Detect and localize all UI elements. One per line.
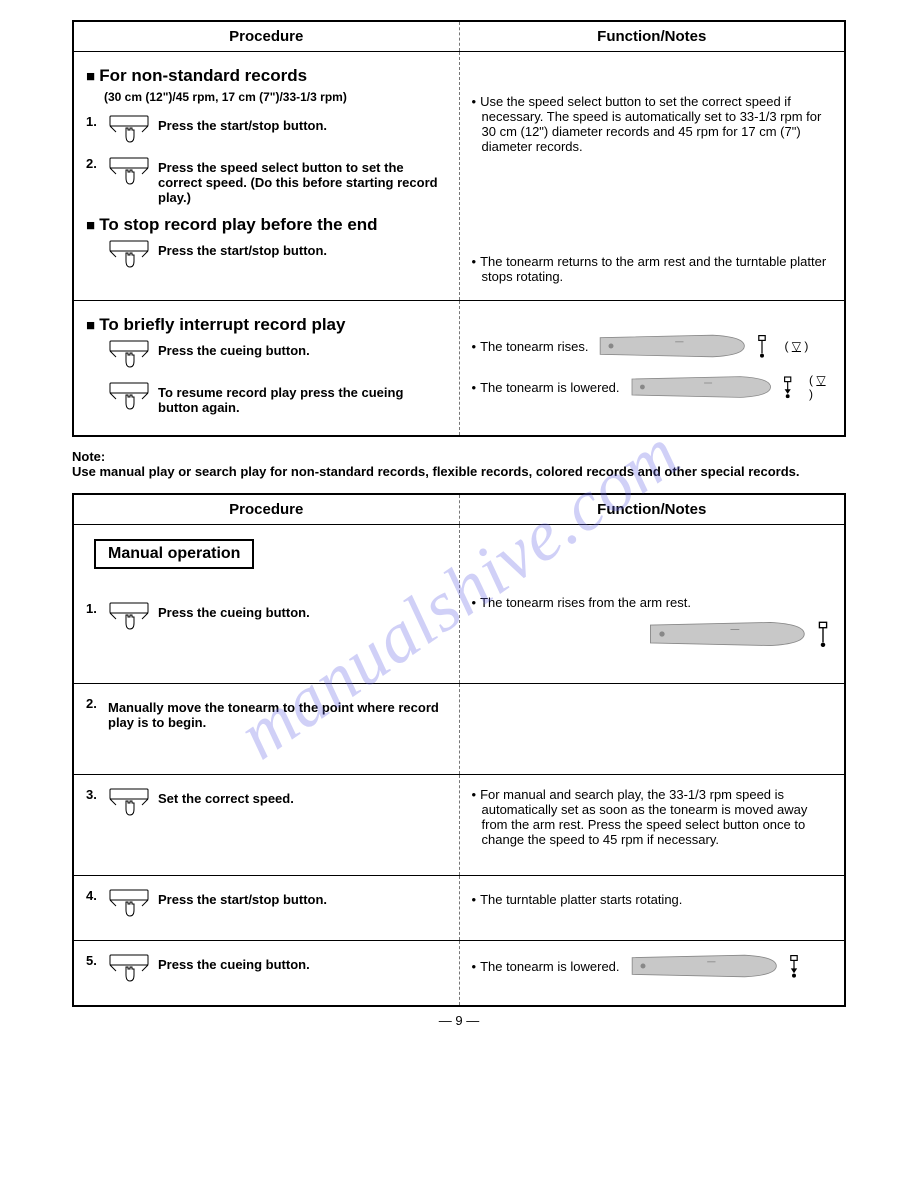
step-text: Press the start/stop button.: [158, 888, 447, 907]
press-button-icon: [108, 888, 150, 920]
func-cell: The tonearm is lowered.: [459, 941, 845, 1005]
proc-cell: Manual operation 1. Press the cueing but…: [74, 525, 459, 683]
step-number: 5.: [86, 953, 100, 968]
cue-up-icon: [814, 620, 832, 648]
step-number: 3.: [86, 787, 100, 802]
manual-page: Procedure Function/Notes For non-standar…: [0, 0, 918, 1058]
step-text: Press the cueing button.: [158, 601, 447, 620]
press-button-icon: [108, 381, 150, 413]
press-button-icon: [108, 156, 150, 188]
page-number: — 9 —: [72, 1013, 846, 1028]
cue-down-icon: [786, 953, 802, 979]
col-header-procedure: Procedure: [74, 495, 459, 524]
note-text: Use manual play or search play for non-s…: [72, 464, 800, 479]
procedure-table-1: Procedure Function/Notes For non-standar…: [72, 20, 846, 437]
note-label: Note:: [72, 449, 105, 464]
func-cell: The tonearm rises. ( ▽ ) The tonearm is …: [459, 301, 845, 435]
step-number: 1.: [86, 114, 100, 129]
section-subtitle: (30 cm (12")/45 rpm, 17 cm (7")/33-1/3 r…: [104, 90, 447, 104]
step-text: Manually move the tonearm to the point w…: [108, 696, 447, 730]
step-text: Set the correct speed.: [158, 787, 447, 806]
proc-cell: 3. Set the correct speed.: [74, 775, 459, 875]
step-text: Press the speed select button to set the…: [158, 156, 447, 205]
proc-cell: For non-standard records (30 cm (12")/45…: [74, 52, 459, 300]
function-note: The tonearm rises from the arm rest.: [472, 595, 833, 610]
function-note: The tonearm is lowered.: [472, 959, 620, 974]
tonearm-icon: [628, 953, 778, 979]
step-number: 2.: [86, 156, 100, 171]
function-note: The tonearm is lowered.: [472, 380, 620, 395]
cue-symbol: ( ▽ ): [784, 339, 808, 353]
tonearm-icon: [628, 374, 772, 400]
press-button-icon: [108, 239, 150, 271]
col-header-procedure: Procedure: [74, 22, 459, 51]
section-title: To briefly interrupt record play: [86, 315, 447, 335]
func-cell: Use the speed select button to set the c…: [459, 52, 845, 300]
func-cell: For manual and search play, the 33-1/3 r…: [459, 775, 845, 875]
step-number: 2.: [86, 696, 100, 711]
press-button-icon: [108, 787, 150, 819]
press-button-icon: [108, 601, 150, 633]
mid-note: Note: Use manual play or search play for…: [72, 449, 846, 479]
procedure-table-2: Procedure Function/Notes Manual operatio…: [72, 493, 846, 1007]
function-note: For manual and search play, the 33-1/3 r…: [472, 787, 833, 847]
step-text: Press the cueing button.: [158, 953, 447, 972]
proc-cell: 5. Press the cueing button.: [74, 941, 459, 1005]
tonearm-icon: [646, 620, 806, 648]
function-note: Use the speed select button to set the c…: [472, 94, 833, 154]
function-note: The turntable platter starts rotating.: [472, 892, 833, 907]
cue-up-icon: [754, 333, 770, 359]
step-text: Press the start/stop button.: [158, 114, 447, 133]
col-header-function: Function/Notes: [459, 495, 845, 524]
col-header-function: Function/Notes: [459, 22, 845, 51]
press-button-icon: [108, 953, 150, 985]
step-text: Press the cueing button.: [158, 339, 447, 358]
proc-cell: 4. Press the start/stop button.: [74, 876, 459, 940]
func-cell: [459, 684, 845, 774]
press-button-icon: [108, 339, 150, 371]
section-title: To stop record play before the end: [86, 215, 447, 235]
function-note: The tonearm returns to the arm rest and …: [472, 254, 833, 284]
section-title: For non-standard records: [86, 66, 447, 86]
manual-operation-box: Manual operation: [94, 539, 254, 569]
proc-cell: To briefly interrupt record play Press t…: [74, 301, 459, 435]
tonearm-icon: [596, 333, 746, 359]
func-cell: The turntable platter starts rotating.: [459, 876, 845, 940]
step-text: To resume record play press the cueing b…: [158, 381, 447, 415]
function-note: The tonearm rises.: [472, 339, 589, 354]
cue-symbol: ( ▽ ): [809, 373, 832, 401]
proc-cell: 2. Manually move the tonearm to the poin…: [74, 684, 459, 774]
press-button-icon: [108, 114, 150, 146]
func-cell: The tonearm rises from the arm rest.: [459, 525, 845, 683]
step-number: 1.: [86, 601, 100, 616]
step-number: 4.: [86, 888, 100, 903]
cue-down-icon: [780, 374, 795, 400]
step-text: Press the start/stop button.: [158, 239, 447, 258]
